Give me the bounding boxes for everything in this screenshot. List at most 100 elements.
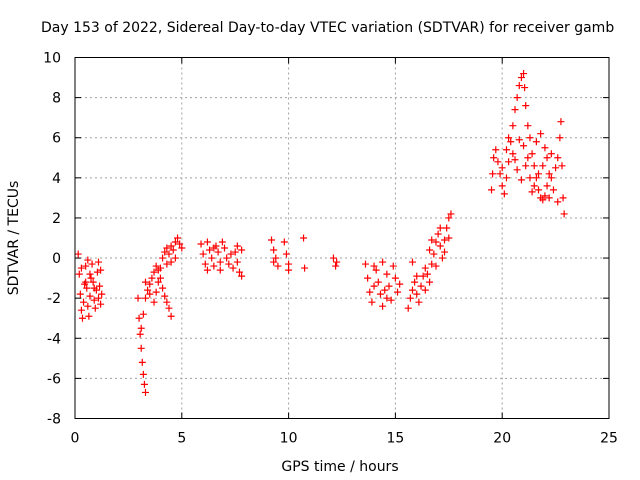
data-point — [408, 286, 416, 294]
data-point — [383, 294, 391, 302]
data-point — [502, 174, 510, 182]
data-point — [370, 282, 378, 290]
data-point — [216, 266, 224, 274]
data-point — [443, 224, 451, 232]
data-point — [74, 250, 82, 258]
data-point — [210, 244, 218, 252]
data-point — [159, 284, 167, 292]
data-point — [176, 240, 184, 248]
data-point — [528, 188, 536, 196]
data-point — [521, 84, 529, 92]
data-point — [532, 138, 540, 146]
data-point — [167, 312, 175, 320]
data-point — [139, 310, 147, 318]
data-point — [370, 262, 378, 270]
data-point — [505, 134, 513, 142]
data-point — [559, 194, 567, 202]
data-point — [169, 246, 177, 254]
data-point — [268, 236, 276, 244]
x-tick-label: 0 — [71, 431, 80, 447]
data-point — [333, 258, 341, 266]
data-point — [203, 238, 211, 246]
data-point — [156, 264, 164, 272]
data-point — [137, 344, 145, 352]
data-point — [90, 284, 98, 292]
data-point — [332, 262, 340, 270]
plot-frame — [74, 57, 610, 419]
data-point — [156, 274, 164, 282]
data-point — [368, 298, 376, 306]
data-point — [163, 244, 171, 252]
x-tick-label: 15 — [386, 431, 404, 447]
data-point — [233, 258, 241, 266]
data-point — [134, 294, 142, 302]
data-point — [167, 242, 175, 250]
data-point — [517, 176, 525, 184]
data-point — [231, 248, 239, 256]
data-point — [218, 238, 226, 246]
data-point — [161, 248, 169, 256]
data-point — [144, 286, 152, 294]
data-point — [498, 164, 506, 172]
data-point — [408, 258, 416, 266]
data-point — [411, 278, 419, 286]
data-point — [229, 264, 237, 272]
y-tick-label: 2 — [52, 211, 61, 227]
data-point — [558, 162, 566, 170]
data-point — [238, 246, 246, 254]
x-tick-label: 20 — [493, 431, 511, 447]
x-tick-label: 10 — [280, 431, 298, 447]
data-point — [404, 304, 412, 312]
data-point — [379, 302, 387, 310]
data-point — [146, 280, 154, 288]
data-point — [146, 290, 154, 298]
data-point — [515, 82, 523, 90]
data-point — [554, 154, 562, 162]
data-point — [524, 122, 532, 130]
y-tick-label: -6 — [47, 371, 61, 387]
data-point — [154, 278, 162, 286]
data-point — [541, 192, 549, 200]
y-axis-label: SDTVAR / TECUs — [6, 181, 22, 296]
data-point — [509, 122, 517, 130]
data-point — [285, 266, 293, 274]
data-point — [361, 260, 369, 268]
data-point — [543, 182, 551, 190]
x-tick-label: 25 — [600, 431, 618, 447]
data-point — [391, 274, 399, 282]
data-point — [138, 358, 146, 366]
data-point — [421, 286, 429, 294]
data-point — [539, 162, 547, 170]
x-axis-label: GPS time / hours — [281, 459, 398, 475]
data-point — [432, 238, 440, 246]
data-point — [208, 254, 216, 262]
data-point — [150, 268, 158, 276]
data-point — [174, 234, 182, 242]
data-point — [94, 294, 102, 302]
data-point — [171, 254, 179, 262]
data-point — [280, 238, 288, 246]
data-point — [436, 224, 444, 232]
data-point — [90, 296, 98, 304]
data-point — [141, 278, 149, 286]
data-point — [140, 380, 148, 388]
data-point — [520, 70, 528, 78]
data-point — [539, 196, 547, 204]
data-point — [84, 302, 92, 310]
data-point — [445, 214, 453, 222]
data-point — [445, 234, 453, 242]
data-point — [272, 254, 280, 262]
data-point — [438, 254, 446, 262]
data-point — [238, 272, 246, 280]
chart-title: Day 153 of 2022, Sidereal Day-to-day VTE… — [41, 20, 614, 36]
data-point — [197, 240, 205, 248]
data-point — [91, 304, 99, 312]
data-point — [88, 260, 96, 268]
data-point — [545, 170, 553, 178]
data-point — [545, 194, 553, 202]
data-point — [78, 314, 86, 322]
data-point — [171, 238, 179, 246]
data-point — [97, 266, 105, 274]
data-point — [537, 130, 545, 138]
data-point — [434, 230, 442, 238]
